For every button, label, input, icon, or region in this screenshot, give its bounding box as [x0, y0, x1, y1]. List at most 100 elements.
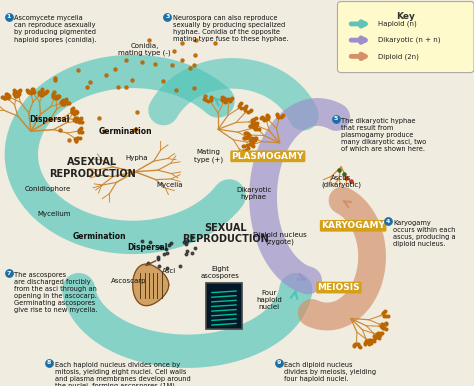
Point	[242, 134, 250, 141]
Point	[248, 142, 256, 148]
Point	[243, 147, 250, 153]
Point	[76, 135, 83, 142]
Point	[182, 241, 190, 247]
Point	[54, 93, 62, 99]
Point	[377, 323, 385, 329]
Point	[73, 138, 80, 144]
Point	[241, 130, 249, 136]
Point	[37, 92, 45, 98]
Point	[74, 67, 82, 73]
Point	[366, 339, 374, 345]
Point	[379, 325, 387, 331]
Point	[246, 137, 254, 143]
Text: Asci: Asci	[162, 268, 176, 274]
Point	[278, 113, 286, 119]
Point	[16, 87, 24, 93]
Point	[191, 52, 199, 58]
Text: SEXUAL
REPRODUCTION: SEXUAL REPRODUCTION	[182, 223, 269, 244]
Point	[221, 96, 229, 102]
Point	[351, 341, 359, 347]
Point	[191, 245, 199, 251]
Point	[252, 120, 259, 126]
Point	[378, 330, 386, 336]
Point	[183, 247, 191, 254]
Text: Ascomycete mycelia
can reproduce asexually
by producing pigmented
haploid spores: Ascomycete mycelia can reproduce asexual…	[14, 15, 97, 43]
Point	[61, 99, 69, 105]
Point	[24, 88, 32, 94]
Point	[246, 123, 254, 129]
Point	[14, 93, 21, 99]
Point	[250, 123, 258, 129]
Point	[219, 97, 226, 103]
Point	[253, 135, 260, 141]
Point	[146, 239, 154, 245]
Point	[355, 341, 362, 347]
Point	[381, 321, 389, 327]
Point	[244, 130, 251, 136]
Point	[68, 109, 75, 115]
Point	[258, 114, 265, 120]
Point	[73, 135, 81, 141]
Point	[365, 341, 373, 347]
Point	[228, 95, 236, 101]
Point	[152, 61, 159, 67]
Point	[28, 89, 36, 95]
Point	[187, 65, 194, 71]
Point	[223, 98, 230, 104]
Point	[70, 117, 78, 124]
Point	[35, 91, 43, 97]
Point	[69, 105, 77, 111]
Text: 5: 5	[333, 117, 338, 121]
Point	[254, 126, 261, 132]
Point	[52, 74, 59, 81]
Point	[384, 313, 392, 319]
Text: The dikaryotic hyphae
that result from
plasmogamy produce
many dikaryotic asci, : The dikaryotic hyphae that result from p…	[341, 118, 427, 152]
Point	[46, 116, 54, 122]
Text: Ascus
(dikaryotic): Ascus (dikaryotic)	[321, 175, 361, 188]
Point	[52, 94, 60, 100]
Point	[58, 101, 65, 107]
Text: 7: 7	[6, 271, 11, 276]
Point	[96, 115, 103, 121]
Point	[246, 108, 254, 114]
Text: 1: 1	[6, 14, 11, 19]
Point	[241, 149, 248, 155]
Point	[383, 320, 390, 326]
Point	[178, 57, 186, 63]
Point	[381, 321, 388, 327]
Point	[25, 89, 33, 95]
Point	[14, 92, 22, 98]
Point	[36, 90, 43, 96]
Point	[42, 88, 50, 95]
Point	[257, 115, 265, 121]
Point	[202, 97, 210, 103]
FancyBboxPatch shape	[337, 2, 474, 73]
Point	[65, 137, 73, 143]
Point	[78, 119, 85, 125]
Point	[237, 100, 245, 106]
Point	[240, 105, 247, 111]
Point	[264, 115, 272, 121]
Point	[183, 238, 191, 244]
Point	[246, 141, 254, 147]
Point	[71, 136, 79, 142]
Point	[239, 142, 246, 149]
Text: Mating
type (+): Mating type (+)	[194, 149, 223, 163]
Point	[49, 92, 57, 98]
Point	[382, 313, 390, 319]
Point	[3, 93, 11, 100]
Point	[237, 105, 245, 111]
Point	[364, 339, 372, 345]
Point	[335, 167, 343, 173]
Point	[190, 63, 198, 69]
Point	[68, 107, 75, 113]
Point	[26, 89, 33, 95]
Point	[122, 56, 129, 63]
Point	[70, 109, 77, 115]
Point	[190, 85, 197, 91]
Point	[138, 238, 146, 244]
Point	[74, 117, 82, 123]
Point	[188, 234, 195, 240]
Point	[5, 270, 12, 276]
Text: Dikaryotic (n + n): Dikaryotic (n + n)	[378, 37, 441, 43]
